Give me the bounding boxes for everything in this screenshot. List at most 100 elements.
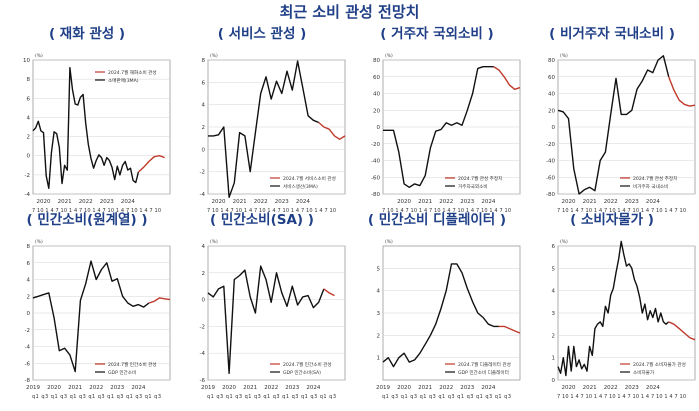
x-year-label: 2024 [121,199,135,205]
chart-service-inertia: ( 서비스 관성 ) (%) -4 -2 0 2 4 6 8 7 10 1 4 7 10 1 4… [175,22,349,224]
legend-label: GDP 민간소비(SA) [283,369,321,376]
x-year-label: 2022 [254,199,268,205]
series-line-history [557,55,670,195]
x-year-label: 2020 [222,385,236,391]
y-tick-label: -2 [200,170,205,176]
series-line-forecast [318,121,346,141]
y-tick-label: 0 [202,298,206,304]
y-tick-label: 1 [377,356,381,362]
x-year-label: 2020 [212,199,226,205]
x-year-label: 2019 [376,385,390,391]
chart-goods-inertia: ( 재화 관성 ) (%) -4 -2 0 2 4 6 8 10 7 10 1 4 7 10 1 … [0,22,174,224]
y-tick-label: 4 [202,103,206,109]
y-tick-label: 60 [548,75,555,81]
series-line-forecast [137,154,165,173]
chart-svg: (%) -8 -6 -4 -2 0 2 4 6 8 q1 q3 q1 q3 q1 q3 q1 q3 … [25,239,171,400]
legend-label: GDP 민간소비 디플레이터 [458,369,509,376]
y-tick-label: 20 [373,108,380,114]
y-tick-label: 6 [27,96,31,102]
y-tick-label: 3 [377,311,381,317]
x-year-label: 2024 [481,199,495,205]
y-tick-label: -2 [200,324,205,330]
x-tick-labels: 7 10 1 4 7 10 1 4 7 10 1 4 7 10 1 4 7 10… [382,208,511,214]
legend-label: GDP 민간소비 [108,369,136,376]
y-tick-label: 2 [202,125,206,131]
x-year-label: 2021 [68,385,82,391]
x-year-label: 2020 [397,385,411,391]
series-line-history [557,240,670,377]
series-line-history [208,60,319,199]
series-line-forecast [498,325,521,334]
x-year-label: 2023 [100,199,114,205]
x-year-label: 2024 [481,385,495,391]
y-tick-label: 4 [27,115,31,121]
chart-title: ( 민간소비 디플레이터 ) [367,212,507,228]
unit-label: (%) [35,239,43,245]
x-year-label: 2023 [460,199,474,205]
unit-label: (%) [560,53,568,59]
y-tick-label: -4 [200,192,206,198]
x-year-label: 2020 [562,385,576,391]
plot-frame [207,245,346,381]
legend-label: 2024.7월 디플레이터 관성 [458,361,511,368]
x-year-label: 2020 [562,199,576,205]
series-line-history [32,67,140,190]
series-line-history [207,265,325,375]
x-year-label: 2024 [296,199,310,205]
series-line-forecast [668,321,696,341]
y-tick-label: -4 [25,345,31,351]
y-tick-label: -4 [25,192,31,198]
x-tick-labels: 7 10 1 4 7 10 1 4 7 10 1 4 7 10 1 4 7 10… [32,208,161,214]
y-tick-label: 6 [27,261,31,267]
x-year-label: 2022 [264,385,278,391]
x-year-label: 2021 [418,199,432,205]
x-year-label: 2022 [604,199,618,205]
chart-svg: (%) -4 -2 0 2 4 6 8 7 10 1 4 7 10 1 4 7 10 1 4 7… [200,53,346,214]
legend-label: 서비스생산(3MA) [283,183,318,190]
y-tick-label: 20 [548,108,555,114]
x-tick-labels: q1 q3 q1 q3 q1 q3 q1 q3 q1 q3 q1 q3 q1 q… [382,394,511,400]
y-tick-label: -40 [371,159,380,165]
y-tick-label: 0 [27,311,31,317]
chart-svg: (%) -80 -60 -40 -20 0 20 40 60 80 7 10 1 4 7 10 1 … [546,53,696,214]
y-tick-label: -6 [200,378,206,384]
unit-label: (%) [210,239,218,245]
legend-label: 2024.7월 서비스소비 관성 [283,175,336,182]
chart-title: ( 소비자물가 ) [570,212,654,228]
legend-label: 2024.7월 재화소비 관성 [108,69,157,76]
x-year-label: 2021 [418,385,432,391]
y-tick-label: 2 [27,135,31,141]
y-tick-label: -80 [546,192,555,198]
y-tick-label: 2 [377,333,381,339]
chart-title: ( 민간소비(SA) ) [210,212,314,228]
y-tick-label: 2 [552,333,556,339]
y-tick-label: 6 [202,80,206,86]
y-tick-label: 0 [552,125,556,131]
legend-label: 2024.7월 관성 추정치 [458,175,502,182]
y-tick-label: 0 [27,154,31,160]
series-line-history [32,260,150,373]
series-line-forecast [668,76,696,107]
y-tick-label: 80 [548,58,555,64]
y-tick-label: 8 [27,244,31,250]
x-tick-labels: 7 10 1 4 7 10 1 4 7 10 1 4 7 10 1 4 7 10… [207,208,336,214]
x-year-label: 2021 [583,199,597,205]
x-year-label: 2023 [275,199,289,205]
y-tick-label: 6 [552,244,556,250]
y-tick-label: 4 [377,289,381,295]
x-year-label: 2022 [439,385,453,391]
x-year-label: 2022 [439,199,453,205]
x-year-label: 2022 [604,385,618,391]
series-line-history [383,66,494,189]
x-year-label: 2022 [89,385,103,391]
chart-consumption-deflator: ( 민간소비 디플레이터 ) (%) 1 2 3 4 5 q1 q3 q1 q3 q1 q3… [350,208,524,410]
legend-label: 2024.7월 민간소비 관성 [283,361,332,368]
plot-frame [32,59,171,195]
x-year-label: 2024 [646,199,660,205]
y-tick-label: 0 [552,378,556,384]
x-year-label: 2020 [47,385,61,391]
y-tick-label: 2 [202,271,206,277]
chart-title: ( 거주자 국외소비 ) [380,26,494,42]
x-year-label: 2020 [397,199,411,205]
y-tick-label: -2 [25,328,30,334]
